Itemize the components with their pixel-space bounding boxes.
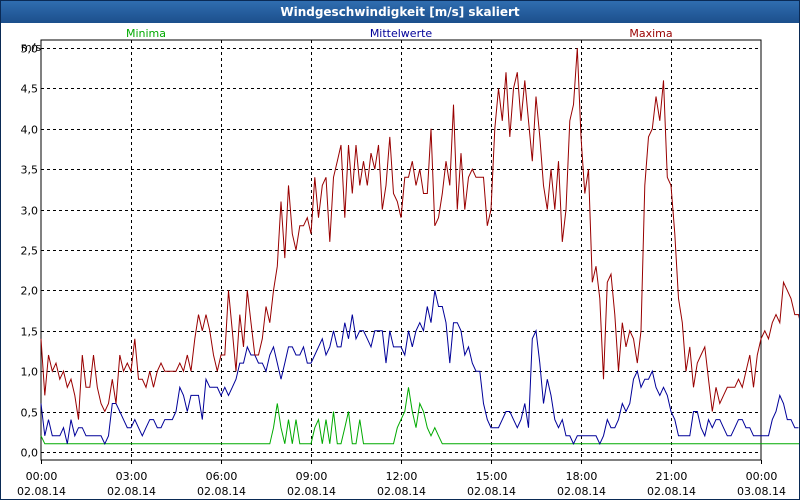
x-tick-date: 02.08.14 xyxy=(377,485,426,498)
y-tick-label: 5,0 xyxy=(21,43,39,56)
x-tick-time: 21:00 xyxy=(656,470,688,483)
x-tick-time: 03:00 xyxy=(116,470,148,483)
x-tick-date: 03.08.14 xyxy=(737,485,786,498)
y-tick-label: 0,5 xyxy=(21,407,39,420)
legend-maxima: Maxima xyxy=(629,27,672,40)
x-tick-time: 00:00 xyxy=(26,470,58,483)
x-tick-time: 00:00 xyxy=(746,470,778,483)
x-tick-date: 02.08.14 xyxy=(17,485,66,498)
y-axis-unit: m/s xyxy=(21,41,41,54)
x-tick-date: 02.08.14 xyxy=(647,485,696,498)
y-tick-label: 4,5 xyxy=(21,83,39,96)
y-tick-label: 1,5 xyxy=(21,326,39,339)
x-tick-time: 12:00 xyxy=(386,470,418,483)
legend-mittelwerte: Mittelwerte xyxy=(370,27,433,40)
y-tick-label: 3,0 xyxy=(21,205,39,218)
x-tick-date: 02.08.14 xyxy=(467,485,516,498)
y-tick-label: 1,0 xyxy=(21,366,39,379)
x-tick-date: 02.08.14 xyxy=(197,485,246,498)
series-line-maxima xyxy=(40,48,799,420)
x-tick-date: 02.08.14 xyxy=(107,485,156,498)
x-tick-time: 09:00 xyxy=(296,470,328,483)
x-tick-time: 15:00 xyxy=(476,470,508,483)
x-tick-time: 18:00 xyxy=(566,470,598,483)
window-title: Windgeschwindigkeit [m/s] skaliert xyxy=(1,1,799,23)
y-tick-label: 0,0 xyxy=(21,447,39,460)
y-tick-label: 3,5 xyxy=(21,164,39,177)
y-tick-label: 4,0 xyxy=(21,124,39,137)
x-tick-time: 06:00 xyxy=(206,470,238,483)
y-tick-label: 2,0 xyxy=(21,285,39,298)
x-tick-date: 02.08.14 xyxy=(557,485,606,498)
y-tick-label: 2,5 xyxy=(21,245,39,258)
legend-minima: Minima xyxy=(126,27,166,40)
series-line-minima xyxy=(40,387,799,445)
series-line-mittelwerte xyxy=(40,290,799,445)
x-tick-date: 02.08.14 xyxy=(287,485,336,498)
